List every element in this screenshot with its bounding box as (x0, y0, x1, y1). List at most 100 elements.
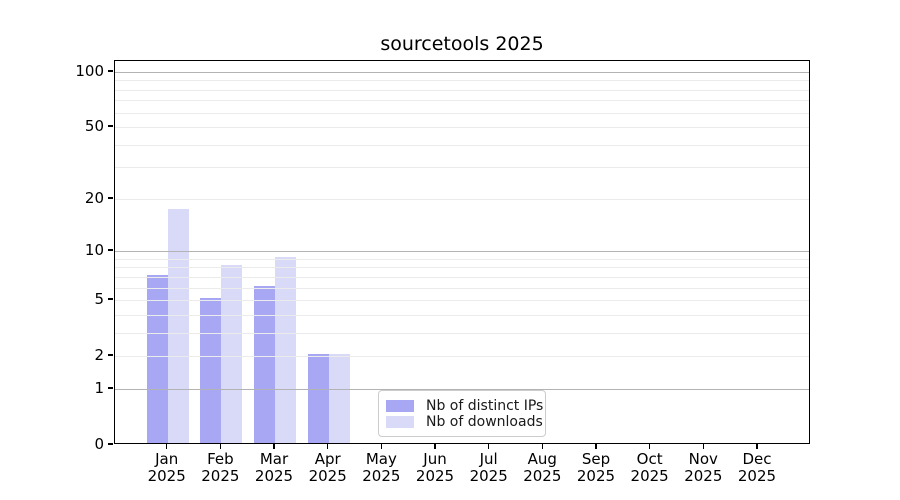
gridline-minor-3 (115, 332, 809, 334)
gridline-minor-7 (115, 276, 809, 278)
legend: Nb of distinct IPs Nb of downloads (378, 390, 546, 437)
x-tick-jan (165, 444, 168, 449)
x-tick-year: 2025 (201, 467, 240, 485)
y-tick-2 (108, 354, 113, 356)
x-tick-may (380, 444, 383, 449)
x-tick-month: Sep (581, 450, 611, 468)
plot-area (114, 60, 810, 444)
x-tick-year: 2025 (576, 467, 616, 485)
bar-nb-of-downloads-apr (328, 354, 350, 443)
x-tick-month: Dec (742, 450, 772, 468)
bar-nb-of-distinct-ips-jan (146, 274, 168, 443)
bar-nb-of-downloads-mar (275, 256, 297, 443)
x-tick-jul (487, 444, 490, 449)
legend-swatch-downloads (386, 416, 414, 428)
gridline-minor-5 (115, 300, 809, 302)
x-tick-oct (648, 444, 651, 449)
x-tick-year: 2025 (254, 467, 294, 485)
x-tick-label-jan: Jan 2025 (135, 451, 199, 485)
x-tick-year: 2025 (415, 467, 455, 485)
y-tick-label-10: 10 (84, 241, 104, 260)
gridlines-layer (115, 61, 809, 443)
gridline-minor-20 (115, 198, 809, 200)
x-tick-sep (595, 444, 597, 449)
gridline-minor-60 (115, 112, 809, 114)
bar-nb-of-distinct-ips-apr (307, 354, 329, 443)
y-tick-label-50: 50 (84, 117, 104, 136)
gridline-minor-30 (115, 167, 809, 169)
x-tick-month: Feb (207, 450, 234, 468)
gridline-major-100 (115, 71, 809, 73)
x-tick-year: 2025 (147, 467, 186, 485)
x-tick-label-may: May 2025 (349, 451, 413, 485)
x-tick-label-mar: Mar 2025 (242, 451, 306, 485)
y-tick-label-5: 5 (94, 290, 104, 309)
y-tick-label-2: 2 (94, 346, 104, 365)
y-tick-label-1: 1 (94, 378, 104, 397)
bar-nb-of-distinct-ips-feb (200, 298, 222, 443)
x-tick-label-nov: Nov 2025 (671, 451, 735, 485)
x-tick-year: 2025 (523, 467, 562, 485)
gridline-major-10 (115, 251, 809, 253)
legend-label-distinct-ips: Nb of distinct IPs (426, 398, 544, 414)
gridline-minor-80 (115, 89, 809, 91)
y-tick-label-20: 20 (84, 188, 104, 207)
x-tick-year: 2025 (362, 467, 401, 485)
x-tick-jun (434, 444, 436, 449)
x-tick-year: 2025 (684, 467, 723, 485)
x-tick-year: 2025 (630, 467, 669, 485)
x-tick-year: 2025 (308, 467, 347, 485)
y-tick-20 (108, 197, 113, 199)
x-tick-label-sep: Sep 2025 (564, 451, 628, 485)
x-tick-label-apr: Apr 2025 (296, 451, 360, 485)
x-tick-month: Jul (479, 450, 498, 468)
x-tick-feb (219, 444, 222, 449)
y-tick-50 (108, 125, 113, 127)
legend-swatch-distinct-ips (386, 400, 414, 412)
x-tick-year: 2025 (737, 467, 777, 485)
x-tick-label-jun: Jun 2025 (403, 451, 467, 485)
legend-row-distinct-ips: Nb of distinct IPs (386, 398, 543, 414)
bar-nb-of-downloads-feb (221, 265, 243, 443)
x-tick-month: Oct (636, 450, 663, 468)
x-tick-nov (702, 444, 705, 449)
x-tick-apr (326, 444, 329, 449)
x-tick-label-oct: Oct 2025 (618, 451, 682, 485)
x-tick-month: Apr (314, 450, 341, 468)
gridline-minor-2 (115, 356, 809, 358)
gridline-minor-40 (115, 144, 809, 146)
x-tick-month: May (365, 450, 397, 468)
y-tick-label-100: 100 (75, 61, 104, 80)
x-tick-label-aug: Aug 2025 (510, 451, 574, 485)
y-tick-100 (108, 70, 113, 72)
y-tick-5 (108, 298, 113, 300)
x-tick-month: Nov (688, 450, 718, 468)
y-tick-10 (108, 249, 113, 251)
x-tick-month: Mar (259, 450, 289, 468)
x-tick-month: Aug (527, 450, 557, 468)
gridline-minor-90 (115, 80, 809, 82)
y-tick-1 (108, 387, 113, 389)
x-tick-dec (756, 444, 758, 449)
bar-nb-of-distinct-ips-mar (254, 285, 276, 443)
x-tick-month: Jan (155, 450, 179, 468)
x-tick-label-jul: Jul 2025 (457, 451, 521, 485)
gridline-minor-50 (115, 127, 809, 129)
gridline-minor-4 (115, 314, 809, 316)
x-tick-label-feb: Feb 2025 (188, 451, 252, 485)
gridline-major-1 (115, 388, 809, 390)
gridline-minor-70 (115, 100, 809, 102)
chart-title: sourcetools 2025 (380, 33, 544, 55)
gridline-minor-8 (115, 267, 809, 269)
x-tick-year: 2025 (469, 467, 508, 485)
legend-label-downloads: Nb of downloads (426, 414, 543, 430)
gridline-minor-9 (115, 258, 809, 260)
x-tick-label-dec: Dec 2025 (725, 451, 789, 485)
x-tick-mar (273, 444, 275, 449)
y-tick-label-0: 0 (94, 435, 104, 453)
x-tick-aug (541, 444, 544, 449)
x-tick-month: Jun (423, 450, 447, 468)
gridline-minor-6 (115, 287, 809, 289)
y-tick-0 (108, 443, 113, 445)
